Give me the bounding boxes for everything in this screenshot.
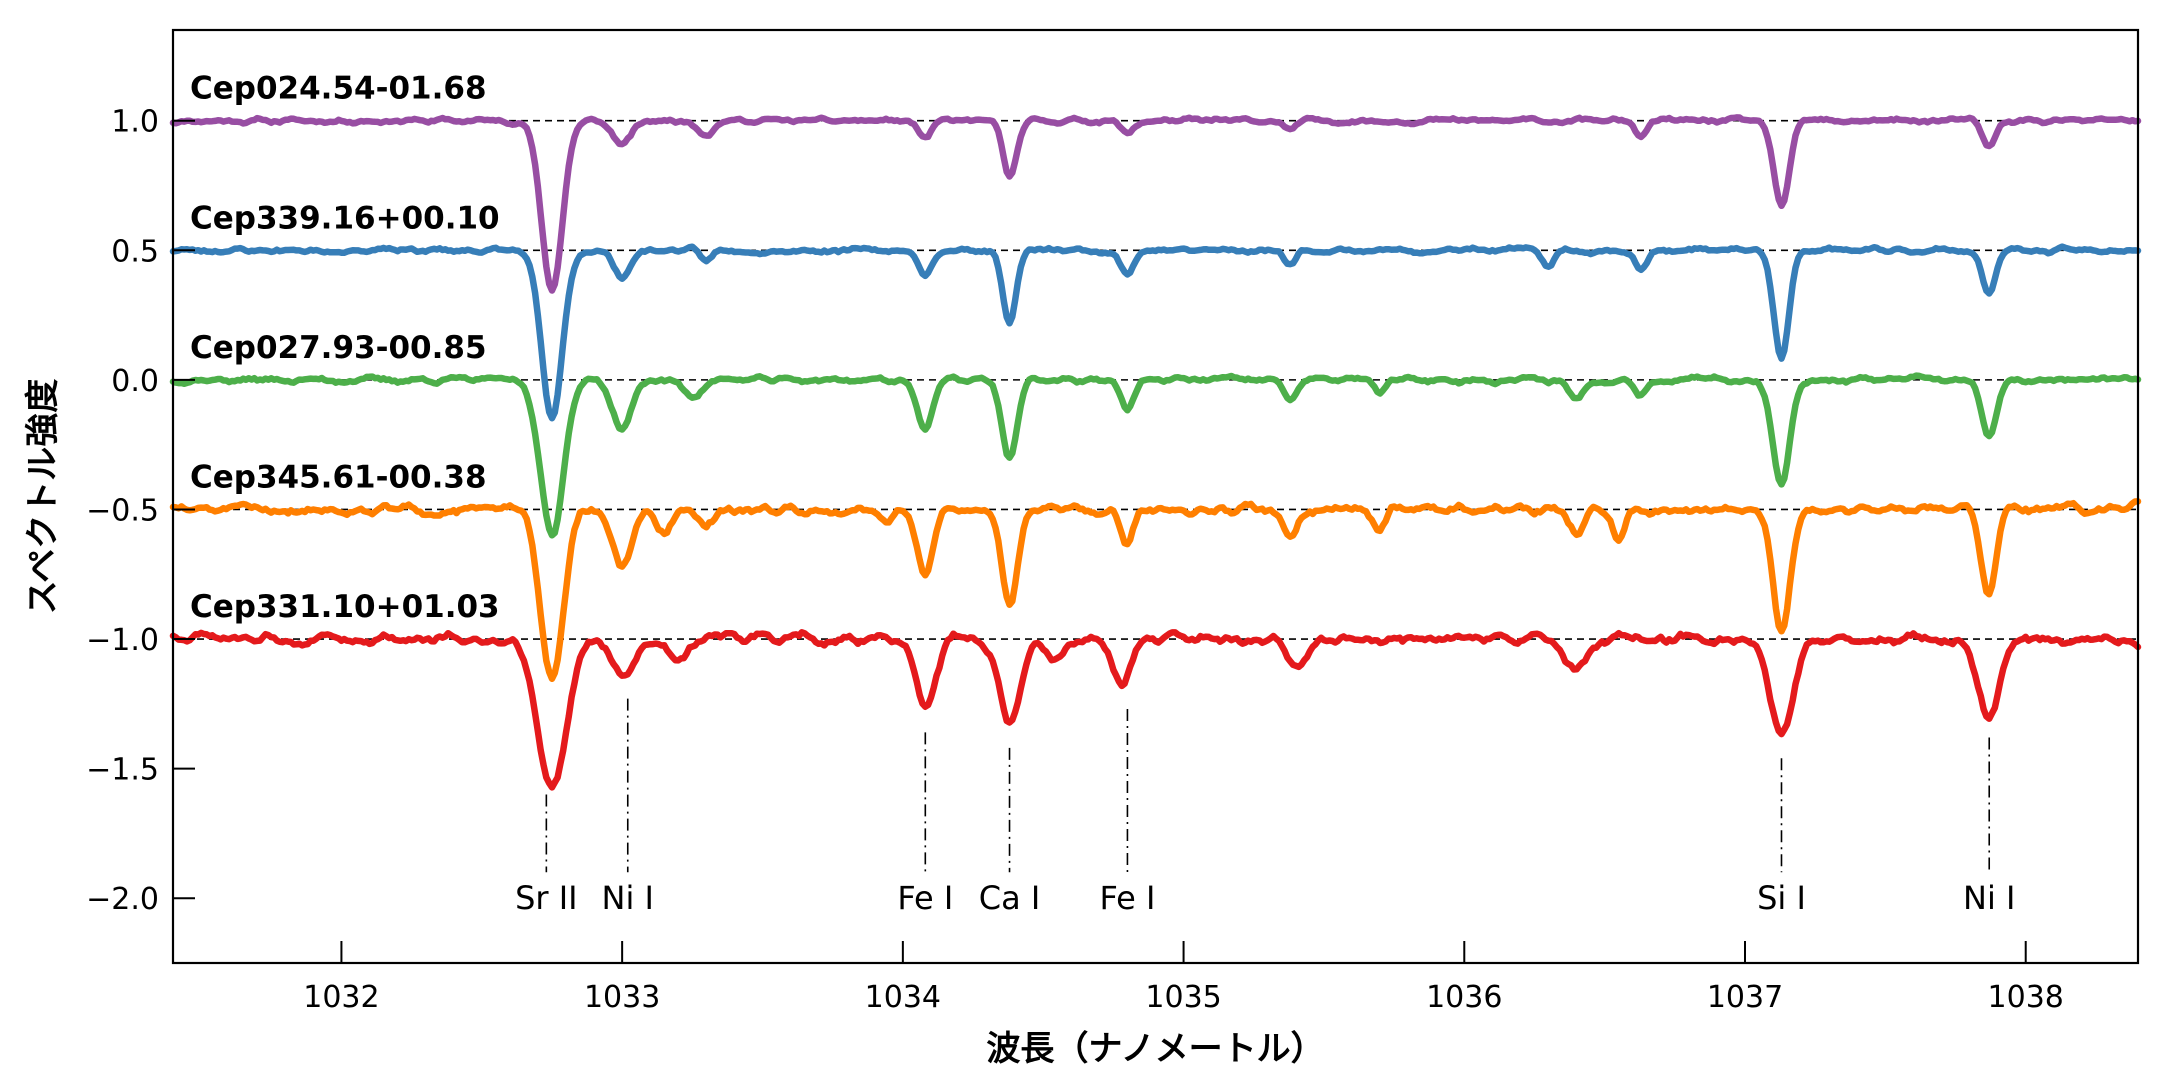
line-marker-label: Fe I xyxy=(1099,879,1155,917)
series-label: Cep024.54-01.68 xyxy=(190,71,487,107)
x-tick-label: 1037 xyxy=(1707,980,1783,1015)
y-axis-title: スペクトル強度 xyxy=(23,379,63,615)
line-marker-label: Ni I xyxy=(1963,879,2015,917)
axes-layer: 1.0 0.5 0.0 −0.5 −1.0 −1.5 −2.0 1032 1033 1034 103… xyxy=(86,28,2140,1015)
y-tick-label: 0.5 xyxy=(111,234,159,269)
x-tick-label: 1036 xyxy=(1426,980,1502,1015)
line-marker-label: Ni I xyxy=(602,879,654,917)
series-label: Cep339.16+00.10 xyxy=(190,200,500,236)
x-tick-label: 1034 xyxy=(865,980,941,1015)
plot-frame xyxy=(171,28,2140,965)
series-line xyxy=(169,498,2142,682)
series-label: Cep345.61-00.38 xyxy=(190,459,487,495)
y-tick-label: −1.0 xyxy=(86,623,159,658)
x-axis-title: 波長（ナノメートル） xyxy=(986,1029,1324,1069)
x-tick-label: 1035 xyxy=(1145,980,1221,1015)
x-tick-label: 1033 xyxy=(584,980,660,1015)
x-tick-label: 1038 xyxy=(1988,980,2064,1015)
series-line xyxy=(169,372,2142,539)
line-marker-label: Si I xyxy=(1757,879,1806,917)
series-label-layer: Cep024.54-01.68 Cep339.16+00.10 Cep027.93-… xyxy=(190,71,500,625)
series-line xyxy=(169,114,2142,294)
x-tick-label: 1032 xyxy=(303,980,379,1015)
series-line xyxy=(169,243,2142,422)
line-marker-label: Ca I xyxy=(979,879,1041,917)
line-marker-label: Sr II xyxy=(515,879,578,917)
line-marker-layer: Sr II Ni I Fe I Ca I Fe I Si I Ni I xyxy=(515,698,2015,917)
y-tick-label: −2.0 xyxy=(86,882,159,917)
y-tick-label: −0.5 xyxy=(86,493,159,528)
y-tick-label: −1.5 xyxy=(86,753,159,788)
y-tick-label: 1.0 xyxy=(111,105,159,140)
series-label: Cep027.93-00.85 xyxy=(190,330,487,366)
series-line xyxy=(169,629,2142,791)
series-layer xyxy=(169,114,2142,791)
line-marker-label: Fe I xyxy=(897,879,953,917)
series-label: Cep331.10+01.03 xyxy=(190,589,500,625)
y-tick-label: 0.0 xyxy=(111,364,159,399)
